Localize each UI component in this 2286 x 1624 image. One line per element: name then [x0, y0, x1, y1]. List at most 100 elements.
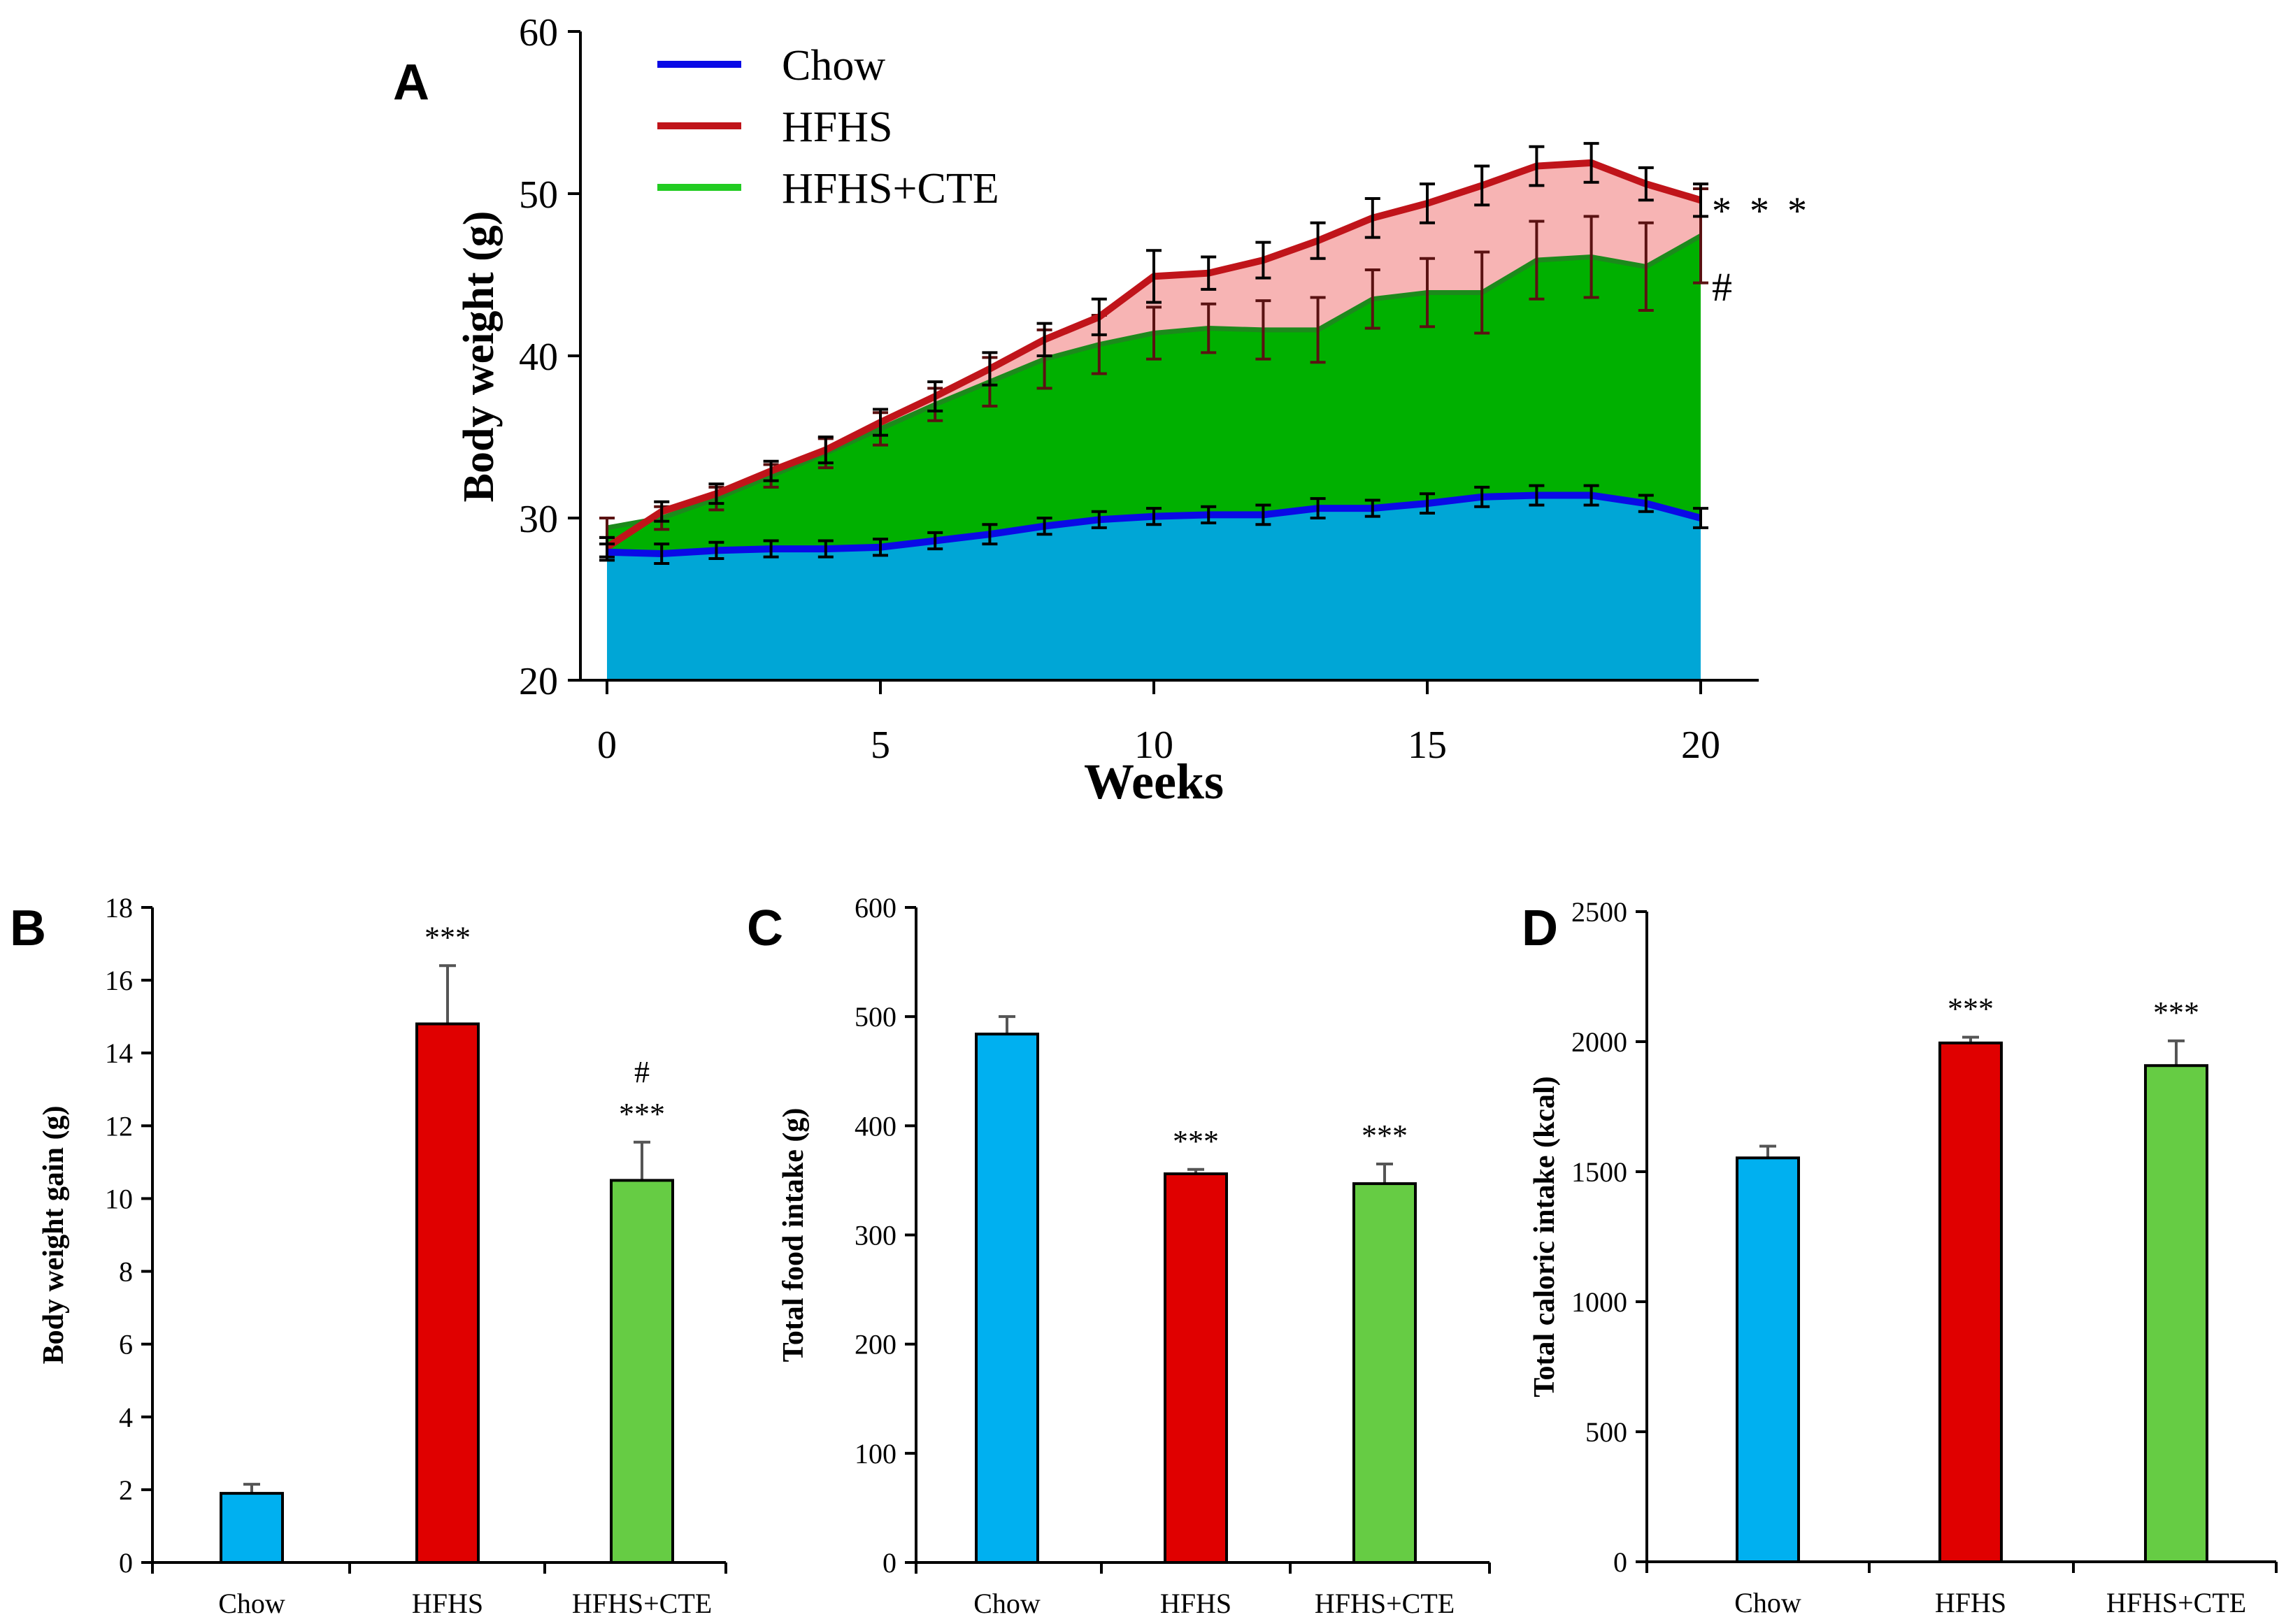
- hfhs-cte-error-bar: [1255, 299, 1271, 361]
- y-tick-label: 12: [105, 1110, 133, 1142]
- x-tick-label: 5: [871, 724, 890, 767]
- hfhs-cte-error-bar: [1638, 221, 1654, 312]
- chow-error-bar: [1364, 498, 1380, 518]
- hfhs-error-bar: [1583, 142, 1599, 184]
- y-axis-title: Total food intake (g): [778, 1108, 810, 1363]
- y-tick-label: 10: [105, 1183, 133, 1214]
- panel-label: D: [1522, 900, 1558, 956]
- panel-a-body-weight-chart: 20 30 40 50 60 0 5 10 15 20 Weeks Body weight (g) A C…: [393, 11, 1811, 810]
- error-bar: [2168, 1039, 2185, 1066]
- chow-error-bar: [599, 542, 615, 562]
- hfhs-error-bar: [982, 351, 998, 387]
- chow-error-bar: [1036, 517, 1052, 536]
- bar-hfhs: [1938, 1041, 2003, 1563]
- hfhs-error-bar: [1310, 221, 1326, 260]
- category-label: HFHS+CTE: [2106, 1587, 2246, 1618]
- panel-label: A: [393, 55, 429, 110]
- significance-label: #: [634, 1055, 650, 1089]
- y-tick-label: 500: [1585, 1416, 1627, 1448]
- y-axis-title: Body weight gain (g): [38, 1106, 70, 1365]
- y-tick-label: 40: [519, 336, 558, 379]
- chow-error-bar: [763, 539, 779, 559]
- y-tick-label: 2: [119, 1474, 133, 1506]
- panel-b-weight-gain-chart: Chow *** HFHS *** # HFHS+CTE 0 2 4 6 8 10 12 14 16 18 Bo…: [10, 892, 727, 1619]
- chow-error-bar: [1310, 497, 1326, 519]
- chow-error-bar: [873, 538, 888, 557]
- significance-label: ***: [2153, 996, 2199, 1030]
- y-tick-label: 1500: [1571, 1156, 1627, 1188]
- y-tick-label: 200: [855, 1329, 896, 1360]
- hfhs-cte-error-bar: [1146, 306, 1162, 361]
- panel-label: B: [10, 900, 46, 956]
- hfhs-error-bar: [1036, 322, 1052, 357]
- category-label: HFHS: [1935, 1587, 2006, 1618]
- y-tick-label: 20: [519, 660, 558, 703]
- category-label: HFHS: [412, 1588, 483, 1619]
- chow-error-bar: [1420, 492, 1435, 515]
- legend-label: HFHS: [782, 103, 893, 151]
- error-bar: [999, 1015, 1015, 1035]
- y-tick-label: 16: [105, 965, 133, 996]
- hfhs-cte-error-bar: [1310, 296, 1326, 364]
- error-bar: [439, 964, 456, 1024]
- bar-chow: [1736, 1156, 1800, 1564]
- significance-label: ***: [1173, 1124, 1219, 1158]
- y-tick-label: 100: [855, 1438, 896, 1469]
- hfhs-error-bar: [927, 380, 943, 412]
- chow-error-bar: [654, 542, 670, 565]
- chow-error-bar: [1693, 507, 1708, 529]
- panel-label: C: [747, 900, 783, 956]
- y-tick-label: 2500: [1571, 896, 1627, 928]
- bar-hfhs-cte: [2144, 1064, 2208, 1563]
- y-tick-label: 0: [1613, 1546, 1627, 1578]
- x-tick-label: 10: [1134, 724, 1173, 767]
- legend-label: Chow: [782, 42, 885, 89]
- bar-hfhs: [1164, 1172, 1228, 1564]
- hfhs-error-bar: [708, 482, 724, 505]
- category-label: Chow: [218, 1588, 285, 1619]
- chow-error-bar: [927, 531, 943, 551]
- hfhs-error-bar: [873, 408, 888, 437]
- y-tick-label: 60: [519, 11, 558, 55]
- hfhs-error-bar: [1474, 164, 1490, 207]
- bar-hfhs: [415, 1022, 480, 1564]
- bar-hfhs-cte: [610, 1179, 674, 1564]
- hfhs-cte-error-bar: [1474, 250, 1490, 335]
- error-bar: [1376, 1162, 1393, 1184]
- hfhs-cte-error-bar: [1420, 257, 1435, 329]
- y-tick-label: 0: [883, 1547, 896, 1579]
- hfhs-error-bar: [1201, 255, 1217, 291]
- significance-label: ***: [619, 1097, 665, 1131]
- hfhs-cte-error-bar: [1364, 268, 1380, 330]
- y-axis-title: Body weight (g): [455, 211, 503, 503]
- error-bar: [634, 1140, 650, 1181]
- legend-label: HFHS+CTE: [782, 165, 999, 213]
- hfhs-error-bar: [1529, 145, 1545, 187]
- error-bar: [243, 1483, 260, 1494]
- y-tick-label: 0: [119, 1547, 133, 1579]
- category-label: Chow: [973, 1588, 1041, 1619]
- hfhs-error-bar: [763, 459, 779, 482]
- bar-chow: [975, 1033, 1039, 1564]
- hfhs-error-bar: [817, 436, 834, 465]
- chow-error-bar: [1255, 503, 1271, 526]
- significance-label: ***: [1362, 1119, 1408, 1153]
- y-tick-label: 300: [855, 1220, 896, 1251]
- y-tick-label: 30: [519, 498, 558, 541]
- hfhs-error-bar: [1638, 166, 1654, 202]
- y-tick-label: 4: [119, 1402, 133, 1433]
- hfhs-cte-error-bar: [1529, 220, 1545, 301]
- bar-chow: [220, 1492, 284, 1565]
- y-tick-label: 14: [105, 1037, 133, 1069]
- y-tick-label: 400: [855, 1110, 896, 1142]
- chow-error-bar: [1201, 505, 1217, 524]
- chow-error-bar: [1091, 510, 1107, 529]
- significance-label: ***: [424, 920, 471, 954]
- y-tick-label: 8: [119, 1256, 133, 1288]
- hfhs-error-bar: [1420, 182, 1435, 224]
- significance-marker: * * *: [1712, 189, 1811, 233]
- chow-area-fill: [607, 495, 1701, 680]
- chow-error-bar: [1474, 485, 1490, 508]
- x-tick-label: 0: [597, 724, 617, 767]
